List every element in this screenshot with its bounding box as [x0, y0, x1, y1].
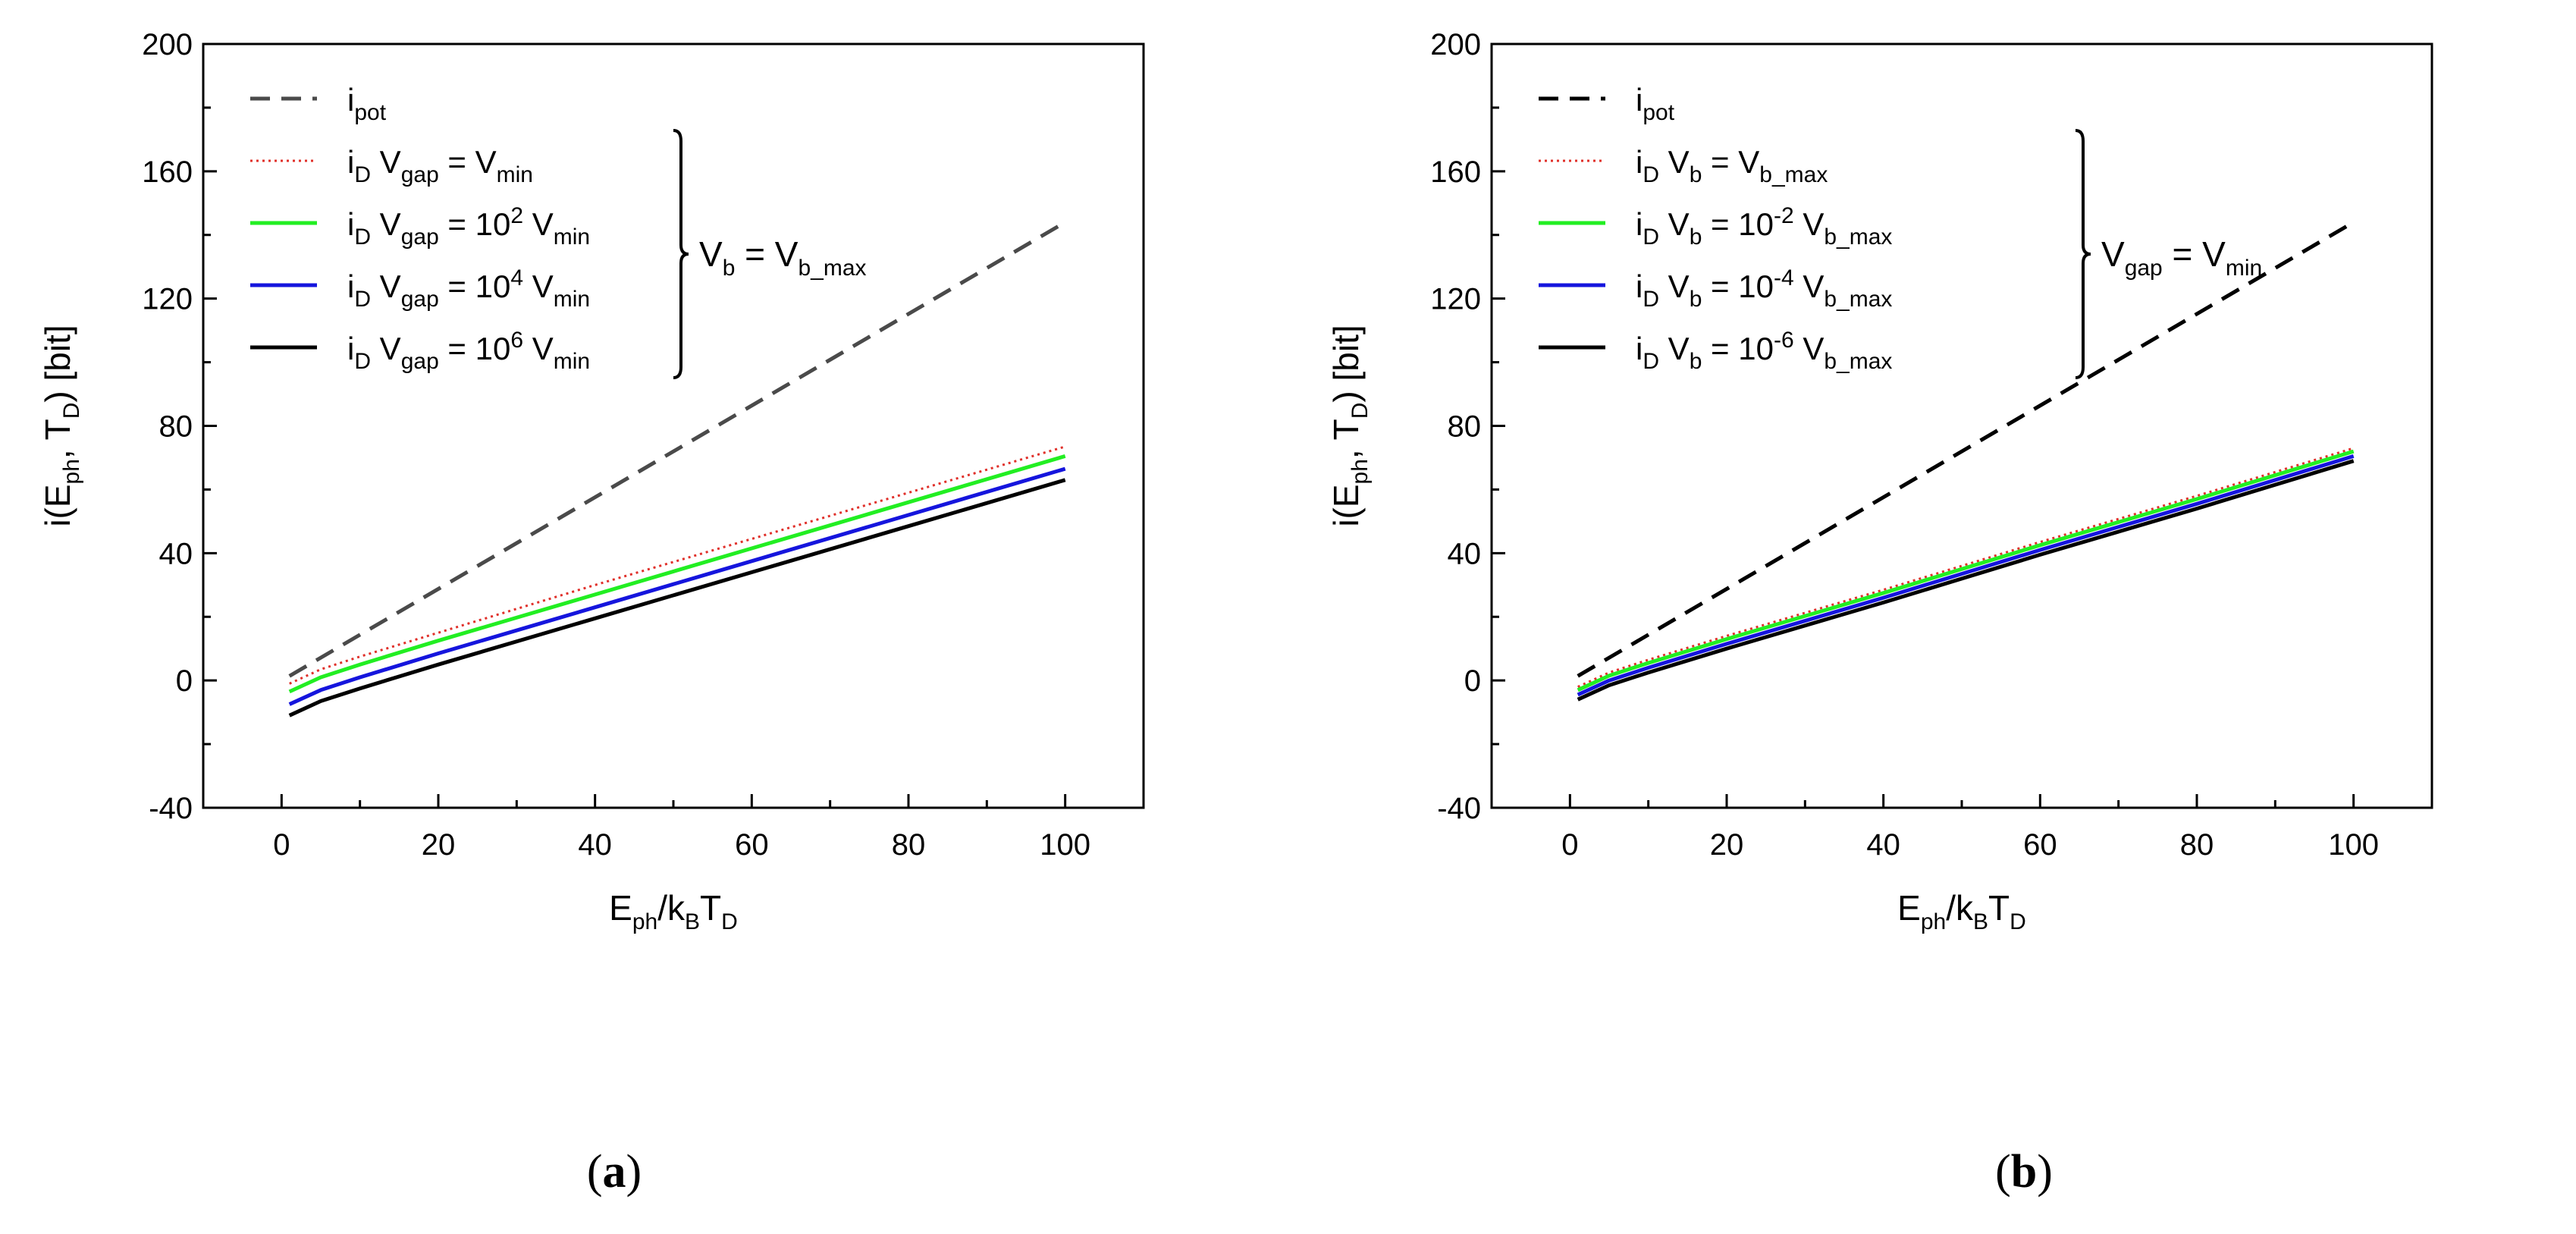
series-line-1 [288, 220, 1066, 678]
legend-entry-label: ipot [1636, 82, 1675, 125]
chart-panel-a: -40 0 40 80 120 160 200 0 20 40 60 80 100 Eph/kBTD i(E… [38, 28, 1145, 1198]
x-tick-label: 80 [2180, 828, 2214, 862]
legend-entry-label: iD Vb = 10-4 Vb_max [1636, 265, 1892, 312]
series-line-5 [1577, 459, 2355, 702]
chart-b-svg: -40 0 40 80 120 160 200 0 20 40 60 80 100 Eph/kBTD i(E… [1326, 28, 2433, 934]
legend-entry-label: iD Vb = 10-6 Vb_max [1636, 328, 1892, 374]
legend-entry-label: ipot [347, 82, 387, 125]
series-line-3 [288, 454, 1066, 694]
y-axis-title: i(Eph, TD) [bit] [38, 325, 84, 526]
chart-panel-b: -40 0 40 80 120 160 200 0 20 40 60 80 100 Eph/kBTD i(E… [1288, 0, 2576, 1234]
x-tick-label: 60 [735, 828, 769, 862]
y-axis-title: i(Eph, TD) [bit] [1326, 325, 1373, 526]
plot-area: -40 0 40 80 120 160 200 0 20 40 60 80 100 Eph/kBTD i(E… [38, 28, 1145, 934]
legend-entry-label: iD Vb = Vb_max [1636, 144, 1828, 187]
x-axis-title: Eph/kBTD [1897, 888, 2026, 934]
y-tick-label: 120 [142, 283, 193, 316]
panel-label-b: (b) [1995, 1146, 2053, 1198]
y-tick-label: 120 [1430, 283, 1481, 316]
series-line-5 [288, 478, 1066, 717]
y-tick-label: 200 [1430, 28, 1481, 61]
panel-label-a: (a) [586, 1146, 642, 1198]
y-tick-label: 80 [1448, 410, 1482, 444]
legend-entry-label: iD Vb = 10-2 Vb_max [1636, 203, 1892, 250]
y-tick-label: 40 [1448, 537, 1482, 570]
x-tick-label: 0 [273, 828, 290, 862]
x-tick-label: 40 [1866, 828, 1900, 862]
series-line-3 [1577, 449, 2355, 692]
chart-a-svg: -40 0 40 80 120 160 200 0 20 40 60 80 100 Eph/kBTD i(E… [38, 28, 1145, 934]
x-axis-title: Eph/kBTD [609, 888, 738, 934]
x-tick-label: 100 [2328, 828, 2379, 862]
x-tick-label: 100 [1040, 828, 1090, 862]
x-tick-label: 40 [578, 828, 612, 862]
y-tick-label: 200 [142, 28, 193, 61]
series-line-2 [289, 445, 1066, 685]
x-tick-label: 0 [1561, 828, 1578, 862]
series-line-4 [288, 466, 1066, 706]
x-tick-label: 20 [422, 828, 456, 862]
brace-label: Vgap = Vmin [2101, 234, 2262, 281]
series-line-2 [1577, 447, 2355, 688]
brace-label: Vb = Vb_max [699, 234, 867, 281]
y-tick-label: 80 [159, 410, 193, 444]
legend-brace [2075, 129, 2091, 379]
y-tick-label: -40 [1437, 792, 1481, 825]
legend-entry-label: iD Vgap = 102 Vmin [347, 203, 590, 250]
legend-entry-label: iD Vgap = 104 Vmin [347, 265, 590, 312]
plot-area: -40 0 40 80 120 160 200 0 20 40 60 80 100 Eph/kBTD i(E… [1326, 28, 2433, 934]
series-line-1 [1577, 220, 2355, 678]
legend-brace [673, 129, 689, 379]
y-tick-label: 160 [142, 155, 193, 189]
y-tick-label: 160 [1430, 155, 1481, 189]
x-tick-label: 80 [892, 828, 926, 862]
y-tick-label: 0 [1464, 664, 1481, 698]
legend-entry-label: iD Vgap = Vmin [347, 144, 533, 187]
legend: ipot iD Vgap = Vmin iD Vgap = 102 Vmin iD V… [250, 82, 867, 379]
x-tick-label: 20 [1710, 828, 1744, 862]
x-tick-label: 60 [2023, 828, 2057, 862]
legend: ipot iD Vb = Vb_max iD Vb = 10-2 Vb_max iD … [1539, 82, 2262, 379]
series-line-4 [1577, 454, 2355, 697]
y-tick-label: -40 [149, 792, 193, 825]
legend-entry-label: iD Vgap = 106 Vmin [347, 328, 590, 374]
y-tick-label: 0 [176, 664, 193, 698]
plot-frame [1490, 42, 2433, 809]
y-tick-label: 40 [159, 537, 193, 570]
